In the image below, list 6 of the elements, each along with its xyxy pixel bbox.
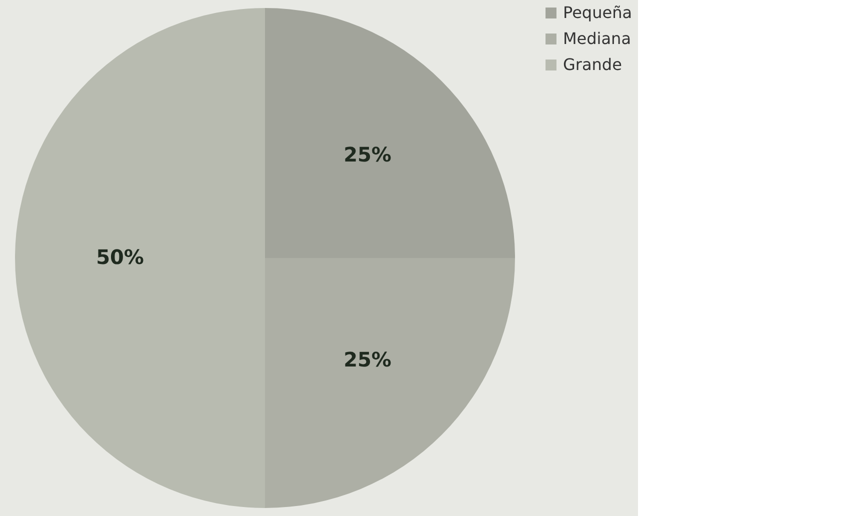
legend-label: Mediana xyxy=(563,29,631,48)
data-label: 25% xyxy=(344,348,392,372)
legend-label: Pequeña xyxy=(563,3,632,22)
legend-label: Grande xyxy=(563,55,622,74)
data-label: 25% xyxy=(344,142,392,166)
data-label: 50% xyxy=(96,245,144,269)
